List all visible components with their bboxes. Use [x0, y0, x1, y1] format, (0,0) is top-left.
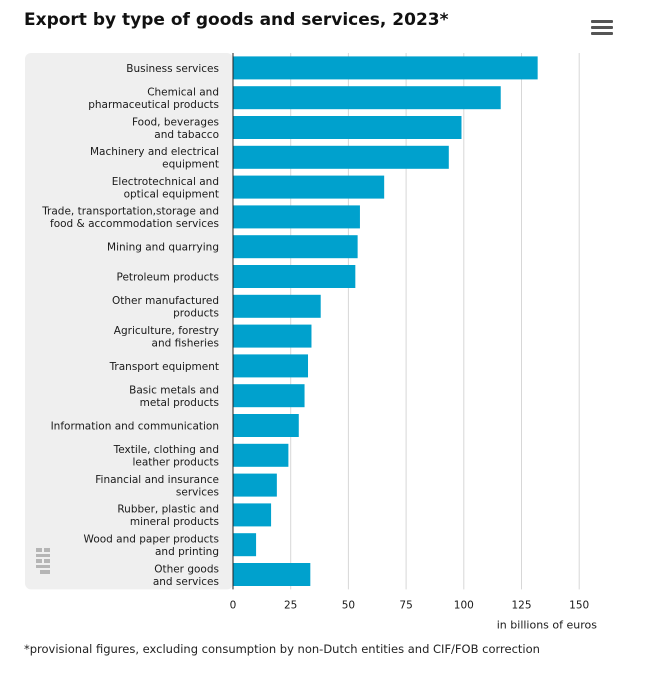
category-labels: Business services Chemical and pharmaceuti… [41, 63, 219, 588]
x-tick-label: 0 [230, 599, 237, 611]
category-label: Other manufactured products [112, 295, 219, 320]
category-label: Chemical and pharmaceutical products [88, 86, 219, 111]
category-label: Textile, clothing and leather products [113, 444, 219, 469]
bar[interactable] [233, 265, 356, 288]
category-label: Wood and paper products and printing [84, 533, 219, 558]
bar[interactable] [233, 473, 277, 497]
bar[interactable] [233, 235, 358, 259]
bar[interactable] [233, 175, 385, 199]
chart-title: Export by type of goods and services, 20… [24, 10, 449, 30]
bar[interactable] [233, 205, 360, 229]
x-tick-label: 25 [284, 599, 297, 611]
category-label: Financial and insurance services [95, 474, 219, 499]
category-label: Trade, transportation,storage and food & … [41, 206, 219, 231]
x-tick-label: 150 [569, 599, 589, 611]
bar[interactable] [233, 384, 305, 408]
category-label: Petroleum products [117, 272, 220, 284]
hamburger-menu-icon[interactable] [591, 20, 613, 38]
bar[interactable] [233, 414, 299, 437]
bar[interactable] [233, 86, 501, 110]
bar[interactable] [233, 116, 462, 139]
x-tick-label: 100 [454, 599, 474, 611]
x-tick-label: 50 [342, 599, 355, 611]
bar[interactable] [233, 354, 309, 378]
category-label: Food, beverages and tabacco [132, 116, 219, 141]
x-axis-title: in billions of euros [497, 618, 598, 631]
bar[interactable] [233, 56, 538, 80]
footnote: *provisional figures, excluding consumpt… [24, 642, 540, 656]
bars [233, 56, 538, 586]
bar[interactable] [233, 145, 449, 169]
bar[interactable] [233, 533, 257, 557]
category-label: Machinery and electrical equipment [90, 146, 219, 171]
category-label: Business services [126, 63, 219, 75]
x-tick-labels: 0 25 50 75 100 125 150 [230, 599, 590, 611]
category-label: Electrotechnical and optical equipment [112, 176, 219, 201]
category-label: Rubber, plastic and mineral products [117, 504, 219, 529]
cbs-logo-icon [36, 548, 50, 574]
bar[interactable] [233, 563, 311, 586]
category-label: Basic metals and metal products [129, 384, 219, 409]
x-tick-label: 75 [399, 599, 412, 611]
bar-chart: Business services Chemical and pharmaceuti… [25, 53, 598, 631]
bar[interactable] [233, 503, 272, 527]
category-label: Agriculture, forestry and fisheries [114, 325, 219, 350]
category-label: Transport equipment [109, 361, 219, 373]
chart-background [25, 53, 233, 590]
x-tick-label: 125 [511, 599, 531, 611]
category-label: Mining and quarrying [107, 242, 219, 254]
bar[interactable] [233, 324, 312, 348]
category-label: Other goods and services [153, 563, 219, 588]
bar[interactable] [233, 443, 289, 467]
bar[interactable] [233, 294, 321, 318]
category-label: Information and communication [51, 421, 219, 433]
grid-lines [290, 53, 580, 590]
